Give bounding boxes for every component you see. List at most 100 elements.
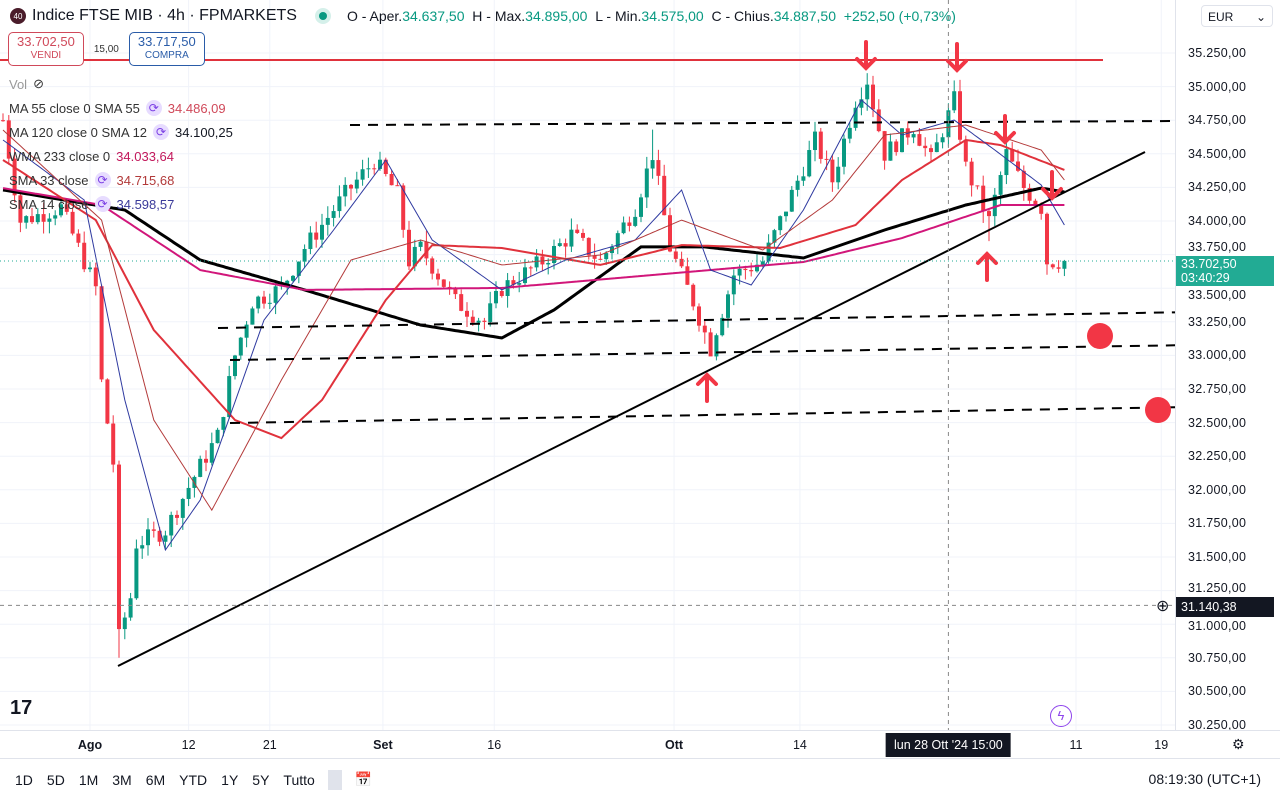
arrow-down-icon	[946, 42, 968, 73]
candle-body	[876, 109, 881, 132]
candle-body	[378, 159, 382, 169]
candle-body	[6, 120, 11, 159]
candle-body	[12, 158, 17, 196]
ma-line-sma33	[2, 138, 1065, 440]
candle-body	[372, 168, 377, 170]
symbol-title[interactable]: Indice FTSE MIB · 4h · FPMARKETS	[32, 7, 297, 24]
currency-select[interactable]: EUR ⌄	[1201, 5, 1273, 27]
crosshair-price-label: 31.140,38	[1176, 597, 1274, 617]
target-dot	[1087, 323, 1113, 349]
tradingview-logo-icon[interactable]: 17	[10, 697, 33, 719]
candle-body	[1062, 260, 1067, 269]
arrow-down-icon	[1041, 170, 1063, 201]
candle-body	[865, 84, 870, 100]
candle-body	[93, 267, 98, 287]
candle-body	[354, 179, 359, 189]
price-chart[interactable]	[0, 0, 1175, 730]
range-button-3m[interactable]: 3M	[112, 771, 132, 788]
ohlc-values: O - Aper.34.637,50 H - Max.34.895,00 L -…	[346, 8, 956, 24]
candle-body	[581, 232, 585, 238]
range-button-ytd[interactable]: YTD	[179, 771, 208, 788]
candle-body	[476, 320, 481, 323]
date-range-icon[interactable]: 📅	[354, 771, 373, 787]
candle-body	[82, 242, 87, 270]
time-tick: 19	[1154, 738, 1169, 752]
symbol-logo: 40	[10, 8, 26, 24]
market-status-icon	[318, 12, 327, 20]
range-button-5y[interactable]: 5Y	[252, 771, 270, 788]
add-alert-icon[interactable]: ⊕	[1156, 598, 1170, 615]
range-button-tutto[interactable]: Tutto	[283, 771, 315, 788]
time-tick: Ago	[77, 738, 103, 752]
range-button-1y[interactable]: 1Y	[221, 771, 239, 788]
lightning-icon[interactable]: ϟ	[1050, 705, 1072, 727]
legend-value: 34.486,09	[167, 100, 226, 116]
legend-vol[interactable]: Vol ⊘	[9, 76, 44, 92]
candle-body	[250, 308, 255, 325]
legend-item[interactable]: SMA 14 close ⟳ 34.598,57	[9, 192, 233, 216]
candle-body	[1027, 187, 1032, 201]
candle-body	[383, 159, 388, 174]
candle-body	[430, 258, 435, 274]
symbol-header: 40 Indice FTSE MIB · 4h · FPMARKETS O - …	[0, 0, 956, 32]
candle-body	[186, 487, 191, 499]
price-tick: 30.500,00	[1188, 684, 1247, 699]
bottom-toolbar: 1D 5D 1M 3M 6M YTD 1Y 5Y Tutto 📅 08:19:30 (UTC+1…	[0, 758, 1280, 800]
legend-item[interactable]: SMA 33 close ⟳ 34.715,68	[9, 168, 233, 192]
price-tick: 32.000,00	[1188, 482, 1247, 497]
candle-body	[517, 283, 522, 285]
price-tick: 34.000,00	[1188, 214, 1247, 228]
candle-body	[795, 180, 800, 190]
range-button-1d[interactable]: 1D	[15, 771, 33, 788]
time-axis[interactable]: lun 28 Ott '24 15:00 ⚙ Ago 12 21 Set 16 Ott 14…	[0, 730, 1280, 758]
refresh-icon[interactable]: ⟳	[94, 172, 111, 188]
refresh-icon[interactable]: ⟳	[94, 196, 111, 212]
chevron-down-icon: ⌄	[1255, 10, 1266, 24]
eye-hidden-icon[interactable]: ⊘	[33, 76, 44, 91]
legend-item[interactable]: WMA 233 close 0 34.033,64	[9, 144, 233, 168]
price-tick: 31.250,00	[1188, 581, 1247, 595]
spread-value: 15,00	[93, 43, 119, 55]
candle-body	[592, 255, 597, 259]
price-tick: 33.500,00	[1188, 288, 1247, 302]
candle-body	[975, 185, 980, 187]
candle-body	[262, 296, 266, 304]
candle-body	[923, 145, 928, 149]
candle-body	[569, 229, 574, 247]
candle-body	[1010, 149, 1015, 162]
candle-body	[331, 211, 336, 218]
refresh-icon[interactable]: ⟳	[153, 124, 170, 140]
candle-body	[952, 91, 957, 111]
candle-body	[296, 261, 301, 276]
legend-value: 34.033,64	[116, 148, 174, 164]
sell-button[interactable]: 33.702,50 VENDI	[8, 32, 84, 66]
refresh-icon[interactable]: ⟳	[145, 100, 162, 116]
candle-body	[673, 251, 678, 259]
range-button-5d[interactable]: 5D	[46, 771, 65, 788]
legend-item[interactable]: MA 55 close 0 SMA 55 ⟳ 34.486,09	[9, 96, 233, 120]
price-axis[interactable]: 35.250,00 35.000,00 34.750,00 34.500,00 34.2…	[1175, 0, 1280, 732]
candle-body	[325, 217, 330, 225]
candle-body	[987, 211, 991, 217]
candle-body	[801, 176, 806, 181]
candle-body	[546, 263, 551, 265]
candle-body	[18, 195, 23, 223]
candle-body	[30, 216, 34, 223]
candle-body	[755, 264, 759, 272]
buy-button[interactable]: 33.717,50 COMPRA	[128, 32, 205, 66]
candle-body	[105, 379, 110, 424]
candle-body	[963, 139, 968, 162]
candle-body	[598, 258, 603, 260]
settings-icon[interactable]: ⚙	[1232, 736, 1245, 752]
candle-body	[453, 288, 458, 295]
candle-body	[302, 249, 307, 262]
candle-body	[499, 291, 504, 296]
range-button-6m[interactable]: 6M	[145, 771, 166, 788]
candle-body	[227, 376, 232, 418]
candle-body	[169, 514, 174, 536]
candle-body	[221, 417, 226, 430]
legend-item[interactable]: MA 120 close 0 SMA 12 ⟳ 34.100,25	[9, 120, 233, 144]
target-dot	[1145, 397, 1171, 423]
range-button-1m[interactable]: 1M	[78, 771, 99, 788]
support-dashed-line	[217, 311, 1175, 329]
